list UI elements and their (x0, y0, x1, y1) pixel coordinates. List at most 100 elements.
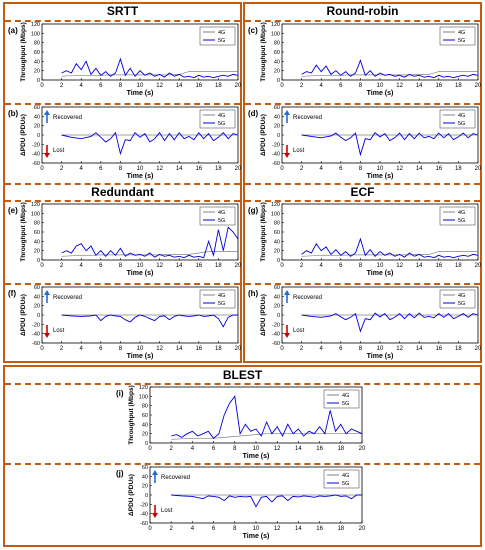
x-tick-label: 12 (156, 166, 163, 172)
y-tick-label: -20 (32, 322, 40, 328)
x-tick-label: 18 (215, 346, 222, 352)
recovered-label: Recovered (293, 295, 322, 301)
x-tick-label: 12 (156, 346, 163, 352)
x-tick-label: 0 (280, 263, 284, 269)
x-tick-label: 2 (60, 83, 64, 89)
x-tick-label: 8 (359, 346, 363, 352)
y-tick-label: 0 (37, 313, 40, 319)
x-tick-label: 12 (156, 263, 163, 269)
x-tick-label: 4 (320, 263, 324, 269)
y-tick-label: 100 (271, 211, 280, 217)
lost-arrow-icon (152, 513, 158, 518)
x-tick-label: 18 (337, 446, 344, 452)
y-tick-label: 40 (34, 59, 40, 65)
chart-h (281, 286, 479, 344)
recovered-label: Recovered (53, 115, 82, 121)
x-axis-label: Time (s) (243, 533, 270, 540)
legend-label: 5G (458, 218, 465, 224)
x-tick-label: 2 (60, 346, 64, 352)
recovered-arrow-icon (152, 470, 158, 475)
x-tick-label: 14 (416, 346, 423, 352)
divider (5, 103, 240, 105)
x-tick-label: 10 (253, 446, 260, 452)
x-tick-label: 8 (119, 166, 123, 172)
y-tick-label: 100 (271, 31, 280, 37)
y-tick-label: 0 (145, 493, 148, 499)
chart-i (149, 386, 363, 444)
y-tick-label: 20 (274, 249, 280, 255)
x-tick-label: 6 (212, 446, 216, 452)
x-tick-label: 14 (176, 346, 183, 352)
x-tick-label: 2 (300, 166, 304, 172)
panel-title-blest: BLEST (222, 368, 263, 382)
x-axis-label: Time (s) (127, 173, 154, 180)
x-tick-label: 6 (99, 263, 103, 269)
y-axis-label: Throughput (Mbps) (20, 22, 27, 82)
x-tick-label: 8 (359, 83, 363, 89)
series-line-5g (301, 132, 479, 157)
x-tick-label: 4 (80, 263, 84, 269)
x-tick-label: 4 (80, 83, 84, 89)
series-line-5g (61, 131, 239, 156)
x-tick-label: 20 (475, 83, 482, 89)
panel-title-srtt: SRTT (106, 4, 139, 18)
y-tick-label: 80 (274, 41, 280, 47)
chart-d (281, 106, 479, 164)
legend-label: 5G (218, 121, 225, 127)
y-tick-label: 40 (274, 239, 280, 245)
x-tick-label: 18 (215, 263, 222, 269)
x-axis-label: Time (s) (127, 353, 154, 360)
divider (245, 200, 480, 202)
legend-label: 4G (458, 30, 465, 36)
x-tick-label: 12 (274, 526, 281, 532)
panel-letter: (b) (8, 109, 19, 118)
x-axis-label: Time (s) (367, 173, 394, 180)
y-tick-label: 60 (34, 285, 40, 291)
x-tick-label: 14 (176, 166, 183, 172)
legend-label: 5G (342, 481, 349, 487)
legend-label: 4G (218, 113, 225, 119)
x-tick-label: 18 (215, 83, 222, 89)
y-tick-label: 20 (274, 304, 280, 310)
y-tick-label: 0 (277, 313, 280, 319)
x-tick-label: 6 (212, 526, 216, 532)
panel-letter: (a) (8, 26, 18, 35)
legend-label: 4G (458, 293, 465, 299)
divider (5, 183, 240, 185)
x-tick-label: 20 (235, 346, 242, 352)
x-tick-label: 18 (455, 83, 462, 89)
series-line-5g (301, 237, 479, 259)
x-tick-label: 14 (416, 83, 423, 89)
x-tick-label: 14 (416, 263, 423, 269)
y-tick-label: 60 (274, 105, 280, 111)
recovered-arrow-icon (44, 290, 50, 295)
legend-label: 5G (458, 38, 465, 44)
lost-label: Lost (161, 508, 173, 514)
x-tick-label: 20 (235, 263, 242, 269)
x-tick-label: 0 (40, 83, 44, 89)
x-tick-label: 12 (156, 83, 163, 89)
y-tick-label: 0 (37, 258, 40, 264)
y-axis-label: ΔPDU (PDUs) (260, 114, 267, 156)
y-axis-label: Throughput (Mbps) (260, 202, 267, 262)
x-tick-label: 18 (455, 263, 462, 269)
x-axis-label: Time (s) (367, 90, 394, 97)
legend-label: 5G (458, 121, 465, 127)
panel-title-redundant: Redundant (91, 185, 154, 199)
y-tick-label: 100 (31, 211, 40, 217)
x-tick-label: 10 (377, 263, 384, 269)
x-tick-label: 14 (176, 83, 183, 89)
y-tick-label: -40 (272, 152, 280, 158)
x-tick-label: 2 (300, 83, 304, 89)
y-tick-label: 0 (277, 78, 280, 84)
panel-letter: (d) (248, 109, 259, 118)
series-line-4g (301, 71, 478, 77)
y-tick-label: -20 (140, 502, 148, 508)
x-tick-label: 6 (339, 83, 343, 89)
divider (245, 283, 480, 285)
panel-letter: (j) (116, 469, 124, 478)
x-tick-label: 6 (339, 346, 343, 352)
x-tick-label: 0 (40, 166, 44, 172)
y-tick-label: 40 (142, 474, 148, 480)
